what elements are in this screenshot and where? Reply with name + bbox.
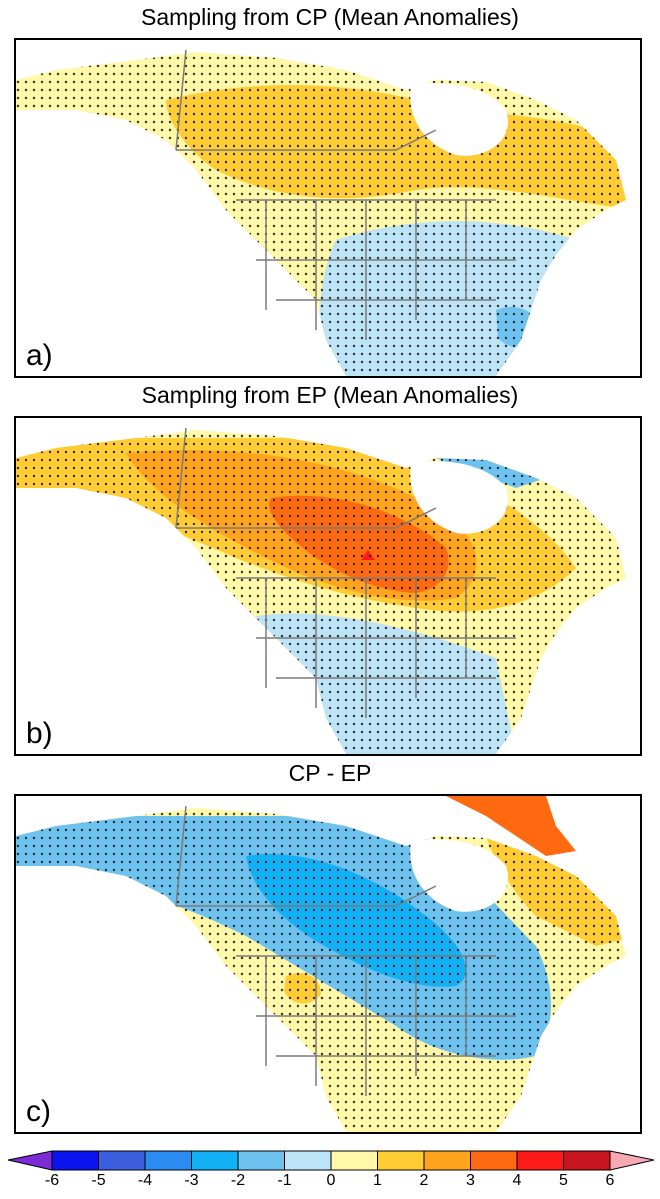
colorbar-tick-label: 5 [559,1172,568,1189]
colorbar-segment [51,1150,99,1171]
hudson-bay [410,83,508,156]
colorbar-segment [563,1150,611,1171]
panel-a-label: a) [26,339,53,372]
colorbar-segment [470,1150,518,1171]
colorbar-segment [98,1150,146,1171]
colorbar-segment [423,1150,471,1171]
colorbar-tick-label: -4 [137,1172,153,1189]
hudson-bay [410,461,508,534]
colorbar-tick-label: 3 [466,1172,475,1189]
colorbar-tick-label: -3 [184,1172,199,1189]
colorbar-tick-label: -2 [230,1172,246,1189]
map-a-svg: a) [16,49,626,376]
state-borders [175,49,516,340]
panel-b-label: b) [26,717,53,750]
colorbar-tick-label: 0 [326,1172,336,1189]
colorbar-segment [144,1150,192,1171]
colorbar-tick-label: -1 [277,1172,292,1189]
colorbar-tick-label: 2 [419,1172,429,1189]
map-c-svg: c) [16,796,626,1132]
hudson-bay [410,839,508,912]
panel-c-label: c) [26,1095,51,1128]
colorbar-tick-label: -5 [91,1172,106,1189]
colorbar-tick-label: 1 [373,1172,382,1189]
panel-c-title: CP - EP [288,760,372,786]
colorbar-segment [330,1150,378,1171]
colorbar-arrow-high [609,1150,654,1171]
greenland-anomaly [446,796,576,856]
map-panel-b: b) [14,416,642,756]
colorbar-segment [377,1150,425,1171]
colorbar-segment [191,1150,239,1171]
map-panel-a: a) [14,38,642,378]
state-borders [175,427,516,718]
map-panel-c: c) [14,794,642,1134]
colorbar-tick-label: -6 [44,1172,60,1189]
colorbar [8,1150,654,1171]
colorbar-segment [516,1150,564,1171]
colorbar-tick-label: 6 [605,1172,615,1189]
colorbar-segment [284,1150,332,1171]
colorbar-segment [237,1150,285,1171]
panel-a-title: Sampling from CP (Mean Anomalies) [141,4,519,30]
colorbar-arrow-low [8,1150,53,1171]
colorbar-tick-label: 4 [512,1172,522,1189]
map-b-svg: b) [16,427,626,754]
state-borders [175,805,516,1096]
panel-b-title: Sampling from EP (Mean Anomalies) [141,382,519,408]
